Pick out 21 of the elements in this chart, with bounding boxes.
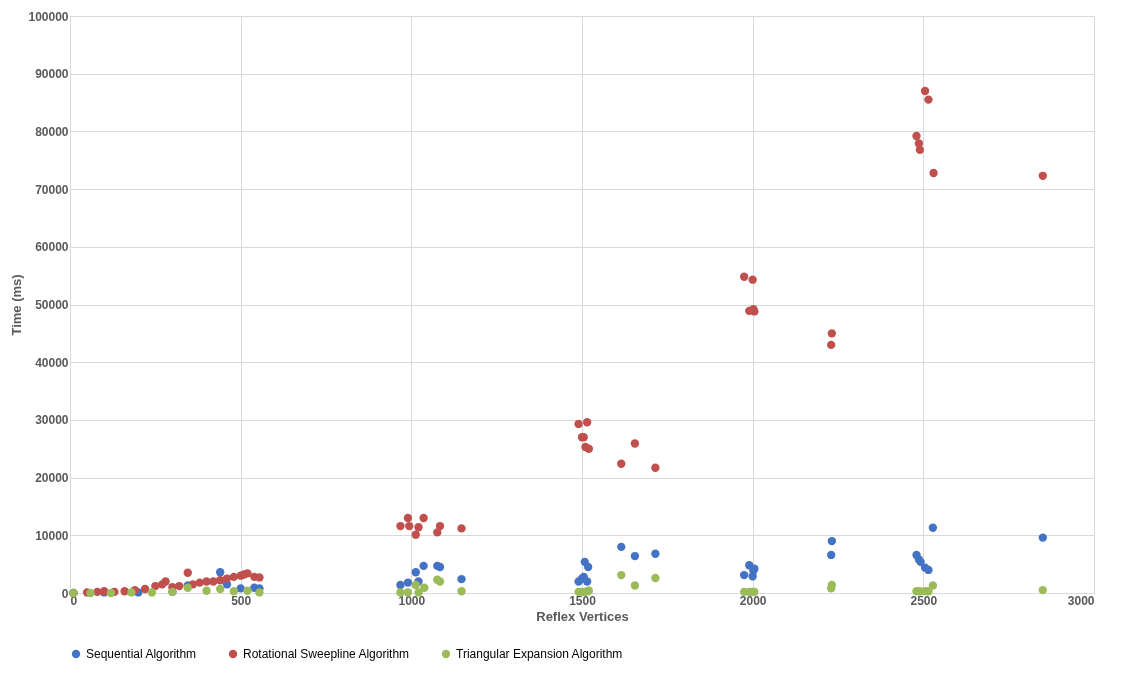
legend-label: Rotational Sweepline Algorithm bbox=[243, 647, 410, 661]
legend-label: Triangular Expansion Algorithm bbox=[456, 647, 623, 661]
x-tick-label: 2500 bbox=[910, 593, 938, 608]
y-tick-label: 30000 bbox=[35, 413, 69, 428]
x-tick-label: 2000 bbox=[739, 593, 767, 608]
y-tick-label: 20000 bbox=[35, 471, 69, 486]
y-tick-label: 90000 bbox=[35, 67, 69, 82]
legend-label: Sequential Algorithm bbox=[86, 647, 197, 661]
x-axis-title: Reflex Vertices bbox=[536, 608, 629, 624]
y-tick-label: 70000 bbox=[35, 182, 69, 197]
y-tick-label: 60000 bbox=[35, 240, 69, 255]
x-tick-label: 3000 bbox=[1067, 593, 1095, 608]
y-tick-label: 50000 bbox=[35, 298, 69, 312]
y-tick-label: 40000 bbox=[35, 355, 69, 370]
y-tick-label: 10000 bbox=[35, 528, 69, 543]
y-tick-label: 80000 bbox=[35, 124, 69, 139]
x-tick-label: 500 bbox=[231, 593, 252, 608]
x-tick-label: 1500 bbox=[569, 593, 597, 608]
y-axis-title: Time (ms) bbox=[9, 274, 25, 336]
y-tick-label: 100000 bbox=[28, 9, 69, 24]
x-tick-label: 1000 bbox=[398, 593, 426, 608]
